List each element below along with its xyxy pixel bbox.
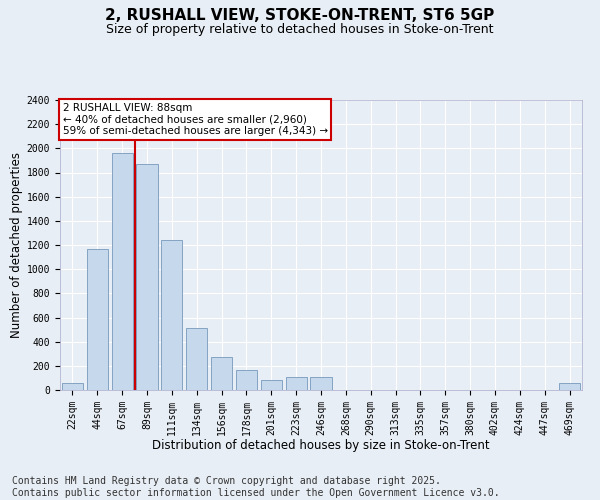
X-axis label: Distribution of detached houses by size in Stoke-on-Trent: Distribution of detached houses by size … bbox=[152, 439, 490, 452]
Text: Size of property relative to detached houses in Stoke-on-Trent: Size of property relative to detached ho… bbox=[106, 22, 494, 36]
Bar bbox=[186, 328, 207, 390]
Text: 2 RUSHALL VIEW: 88sqm
← 40% of detached houses are smaller (2,960)
59% of semi-d: 2 RUSHALL VIEW: 88sqm ← 40% of detached … bbox=[62, 103, 328, 136]
Bar bbox=[236, 370, 257, 390]
Bar bbox=[310, 376, 332, 390]
Bar bbox=[261, 380, 282, 390]
Bar bbox=[112, 153, 133, 390]
Text: Contains HM Land Registry data © Crown copyright and database right 2025.
Contai: Contains HM Land Registry data © Crown c… bbox=[12, 476, 500, 498]
Bar bbox=[87, 248, 108, 390]
Bar bbox=[211, 358, 232, 390]
Bar bbox=[62, 383, 83, 390]
Bar bbox=[136, 164, 158, 390]
Text: 2, RUSHALL VIEW, STOKE-ON-TRENT, ST6 5GP: 2, RUSHALL VIEW, STOKE-ON-TRENT, ST6 5GP bbox=[106, 8, 494, 22]
Y-axis label: Number of detached properties: Number of detached properties bbox=[10, 152, 23, 338]
Bar bbox=[559, 383, 580, 390]
Bar bbox=[161, 240, 182, 390]
Bar bbox=[286, 376, 307, 390]
